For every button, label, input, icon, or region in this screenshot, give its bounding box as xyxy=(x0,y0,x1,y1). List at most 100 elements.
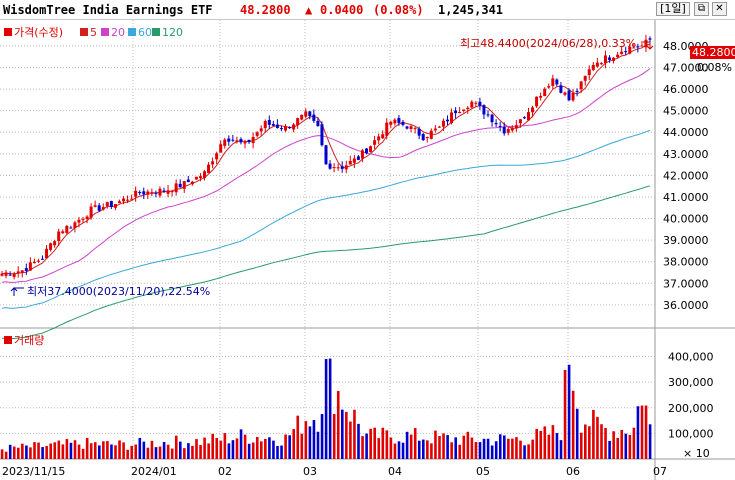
volume-bar xyxy=(316,431,320,459)
candle-body xyxy=(292,124,296,130)
volume-bar xyxy=(292,429,295,459)
current-pct-label: 0.08% xyxy=(697,61,732,74)
volume-bar xyxy=(166,444,170,459)
candle-body xyxy=(267,119,271,125)
legend-ma5-swatch xyxy=(80,28,88,36)
volume-bar xyxy=(191,445,194,459)
date-axis: 2023/11/15 2024/01 02 03 04 05 06 07 xyxy=(2,465,667,478)
volume-bar xyxy=(142,441,146,459)
candle-body xyxy=(543,88,547,97)
candlesticks xyxy=(0,34,652,280)
volume-bar xyxy=(588,426,591,459)
candle-body xyxy=(28,262,32,271)
candle-body xyxy=(304,111,308,117)
volume-bar xyxy=(543,426,547,459)
volume-bar xyxy=(187,443,190,459)
volume-bar xyxy=(49,443,52,459)
volume-tick-label: 200,000 xyxy=(668,402,714,415)
volume-bar xyxy=(438,435,441,459)
candle-body xyxy=(150,192,154,194)
volume-bar xyxy=(328,358,332,459)
candle-body xyxy=(186,179,190,183)
candle-body xyxy=(421,134,425,141)
volume-bar xyxy=(223,433,227,459)
volume-bar xyxy=(102,441,105,459)
candle-body xyxy=(223,139,227,146)
volume-bar xyxy=(203,437,206,459)
candle-body xyxy=(632,47,636,49)
volume-bar xyxy=(466,431,470,459)
candle-body xyxy=(490,114,494,123)
candle-body xyxy=(259,128,263,132)
volume-bar xyxy=(146,447,150,459)
volume-bar xyxy=(612,431,615,459)
volume-bar xyxy=(608,440,611,459)
volume-bar xyxy=(361,436,364,459)
candle-body xyxy=(369,146,373,152)
volume-bar xyxy=(312,420,316,459)
volume-bar xyxy=(417,440,421,459)
candle-body xyxy=(219,144,223,153)
volume-bar xyxy=(584,424,587,459)
volume-bar xyxy=(227,443,231,459)
volume-bar xyxy=(531,439,534,459)
candle-body xyxy=(207,164,211,174)
volume-bar xyxy=(45,445,48,459)
restore-button[interactable]: ⧉ xyxy=(694,2,709,16)
candle-body xyxy=(567,90,571,101)
candle-body xyxy=(644,39,648,48)
candle-body xyxy=(69,227,73,229)
candle-body xyxy=(81,218,85,220)
date-label: 04 xyxy=(388,465,402,478)
candle-body xyxy=(61,231,65,234)
candle-body xyxy=(591,64,595,70)
volume-bar xyxy=(69,442,73,459)
candle-body xyxy=(247,139,251,143)
volume-bar xyxy=(648,424,652,459)
candle-body xyxy=(401,121,405,125)
volume-bar xyxy=(118,440,121,459)
date-label: 03 xyxy=(303,465,317,478)
candle-body xyxy=(308,111,312,117)
candle-body xyxy=(312,114,316,121)
candle-body xyxy=(154,192,158,194)
candle-body xyxy=(462,109,466,111)
volume-bar xyxy=(288,435,291,459)
price-tick-label: 41.0000 xyxy=(663,191,709,204)
volume-bar xyxy=(389,437,393,459)
last-price: 48.2800 xyxy=(240,3,291,17)
volume-bar xyxy=(106,441,109,459)
candle-body xyxy=(527,112,530,121)
candle-body xyxy=(24,268,28,271)
date-label: 06 xyxy=(566,465,580,478)
volume-bar xyxy=(296,415,300,459)
candle-body xyxy=(446,119,449,122)
legend-ma20: 20 xyxy=(111,26,125,39)
candle-body xyxy=(470,101,474,108)
candle-body xyxy=(340,166,344,169)
volume-bar xyxy=(239,429,243,459)
volume-bar xyxy=(25,445,28,459)
price-tick-label: 37.0000 xyxy=(663,277,709,290)
legend-ma60-swatch xyxy=(128,28,136,36)
volume-bar xyxy=(430,443,433,459)
close-icon[interactable]: ✕ xyxy=(712,2,727,16)
volume-bar xyxy=(494,441,498,459)
volume-bar xyxy=(219,440,223,459)
title-bar: WisdomTree India Earnings ETF 48.2800 ▲ … xyxy=(0,0,735,20)
ma20-line xyxy=(1,68,651,283)
candle-body xyxy=(4,272,8,276)
volume-bar xyxy=(93,442,97,459)
candle-body xyxy=(227,138,231,142)
price-change-percent: (0.08%) xyxy=(373,3,424,17)
candle-body xyxy=(356,156,360,160)
candle-body xyxy=(255,132,259,136)
candle-body xyxy=(77,219,81,223)
price-volume-chart[interactable]: 가격(수정) 5 20 60 120 거래량 최고48.4400(2024/06… xyxy=(0,20,735,480)
volume-bar xyxy=(37,442,40,459)
volume-bar xyxy=(353,409,356,459)
volume-bar xyxy=(174,435,178,459)
period-button[interactable]: [1일] xyxy=(656,2,690,16)
volume-bar xyxy=(478,442,482,459)
date-label: 2024/01 xyxy=(131,465,177,478)
